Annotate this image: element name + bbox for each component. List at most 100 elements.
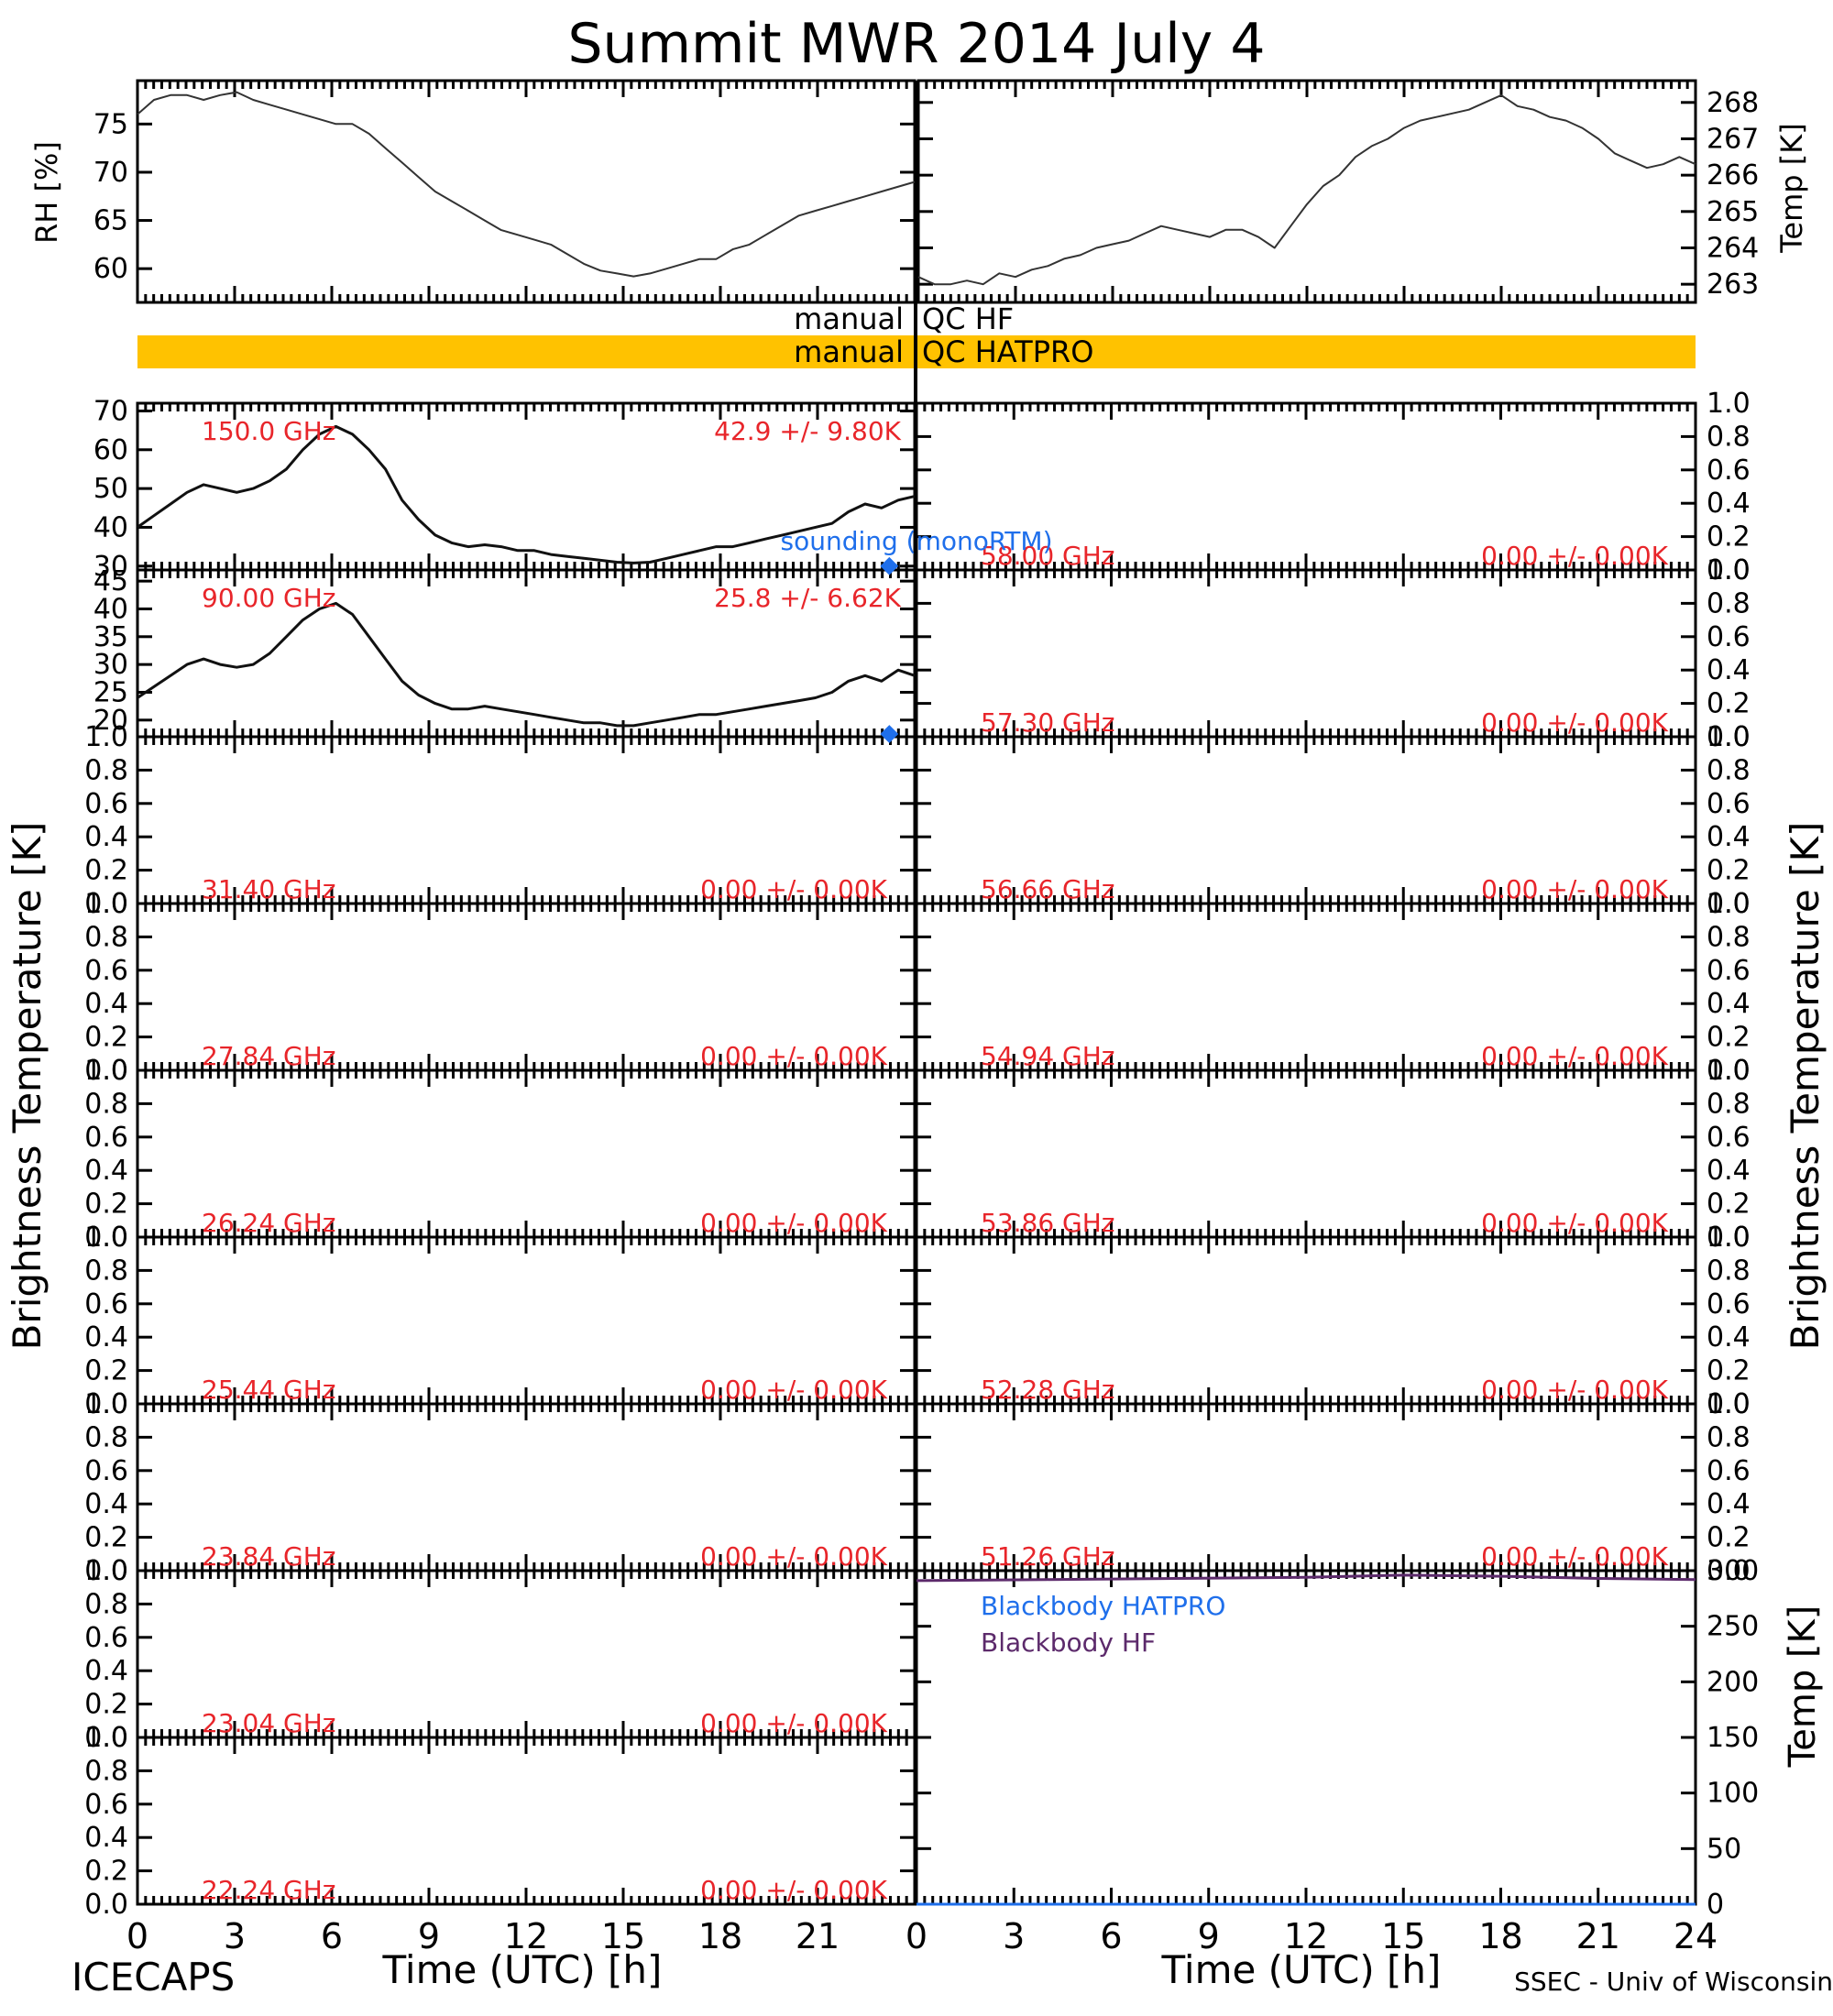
tb-23.84-panel-ytick-label: 1.0 [84, 1388, 128, 1420]
rh-series [137, 91, 916, 278]
qc-hatpro-label-a: manual [794, 334, 904, 369]
tb-56.66-stats-label: 0.00 +/- 0.00K [1481, 874, 1668, 904]
y-axis-label-temp: Temp [K] [1774, 123, 1809, 253]
blackbody-hf-series [916, 1573, 1696, 1583]
tb-27.84-panel-ytick-label: 0.0 [84, 1055, 128, 1087]
tb-52.28-freq-label: 52.28 GHz [981, 1375, 1115, 1405]
tb-58.00-panel-ytick-label: 0.4 [1707, 488, 1751, 520]
tb-90-series [137, 601, 916, 728]
tb-51.26-panel-ytick-label: 0.0 [1707, 1555, 1751, 1587]
tb-57.30-freq-label: 57.30 GHz [981, 707, 1115, 738]
qc-hf-label-a: manual [794, 301, 904, 336]
x-axis-label-left: Time (UTC) [h] [382, 1947, 663, 1992]
tb-23.84-panel-ytick-label: 0.4 [84, 1488, 128, 1520]
tb-51.26-freq-label: 51.26 GHz [981, 1541, 1115, 1572]
x-tick-label-right: 6 [1100, 1916, 1122, 1956]
tb-90-panel-ytick-label: 40 [93, 593, 128, 625]
tb-150-series [137, 424, 916, 564]
tb-57.30-stats-label: 0.00 +/- 0.00K [1481, 707, 1668, 738]
tb-26.24-stats-label: 0.00 +/- 0.00K [700, 1208, 887, 1238]
temp-panel-ytick-label: 268 [1707, 87, 1759, 119]
tb-56.66-panel-ytick-label: 0.8 [1707, 754, 1751, 786]
tb-25.44-panel-ytick-label: 0.6 [84, 1288, 128, 1320]
tb-150-freq-label: 150.0 GHz [202, 416, 336, 446]
tb-52.28-stats-label: 0.00 +/- 0.00K [1481, 1375, 1668, 1405]
tb-23.84-panel-ytick-label: 0.2 [84, 1522, 128, 1554]
x-axis-label-right: Time (UTC) [h] [1161, 1947, 1442, 1992]
tb-53.86-panel-ytick-label: 0.0 [1707, 1222, 1751, 1254]
tb-22.24-panel-ytick-label: 1.0 [84, 1722, 128, 1754]
y-axis-label-brightness-left: Brightness Temperature [K] [5, 822, 49, 1351]
tb-53.86-panel-ytick-label: 0.2 [1707, 1189, 1751, 1221]
tb-57.30-panel-ytick-label: 1.0 [1707, 554, 1751, 586]
tb-150-panel-ytick-label: 70 [93, 395, 128, 427]
tb-51.26-panel-ytick-label: 0.8 [1707, 1421, 1751, 1453]
tb-54.94-panel-ytick-label: 0.2 [1707, 1022, 1751, 1054]
rh-panel-ytick-label: 60 [93, 253, 128, 285]
tb-26.24-panel-ytick-label: 0.0 [84, 1222, 128, 1254]
tb-23.84-panel-ytick-label: 0.0 [84, 1555, 128, 1587]
tb-53.86-stats-label: 0.00 +/- 0.00K [1481, 1208, 1668, 1238]
footer-right: SSEC - Univ of Wisconsin [1514, 1967, 1833, 1997]
tb-57.30-panel-ytick-label: 0.0 [1707, 721, 1751, 753]
tb-51.26-panel-ytick-label: 0.4 [1707, 1488, 1751, 1520]
blackbody-panel-ytick-label: 0 [1707, 1889, 1724, 1921]
tb-22.24-stats-label: 0.00 +/- 0.00K [700, 1875, 887, 1905]
tb-58.00-panel-ytick-label: 0.6 [1707, 455, 1751, 487]
temp-panel-ytick-label: 263 [1707, 268, 1759, 301]
tb-53.86-panel-ytick-label: 1.0 [1707, 1055, 1751, 1087]
tb-58.00-panel-ytick-label: 1.0 [1707, 388, 1751, 420]
tb-90-panel-ytick-label: 25 [93, 676, 128, 708]
tb-58.00-panel-ytick-label: 0.0 [1707, 554, 1751, 586]
x-tick-label-right: 18 [1478, 1916, 1522, 1956]
rh-panel-ytick-label: 65 [93, 205, 128, 237]
tb-31.40-panel-ytick-label: 0.0 [84, 888, 128, 920]
x-tick-label-left: 9 [418, 1916, 440, 1956]
tb-52.28-panel-ytick-label: 1.0 [1707, 1222, 1751, 1254]
tb-23.04-panel-ytick-label: 0.0 [84, 1722, 128, 1754]
tb-23.04-panel-ytick-label: 0.4 [84, 1655, 128, 1687]
x-tick-label-left: 3 [224, 1916, 246, 1956]
tb-54.94-panel-ytick-label: 0.4 [1707, 988, 1751, 1020]
tb-90-stats-label: 25.8 +/- 6.62K [714, 583, 901, 613]
tb-25.44-panel-ytick-label: 0.4 [84, 1321, 128, 1353]
tb-23.04-stats-label: 0.00 +/- 0.00K [700, 1708, 887, 1738]
tb-22.24-panel-ytick-label: 0.4 [84, 1822, 128, 1854]
tb-51.26-panel-ytick-label: 0.2 [1707, 1522, 1751, 1554]
tb-53.86-panel-ytick-label: 0.8 [1707, 1088, 1751, 1120]
tb-25.44-panel-ytick-label: 1.0 [84, 1222, 128, 1254]
legend-blackbody-hf: Blackbody HF [981, 1627, 1156, 1658]
tb-31.40-panel-ytick-label: 0.8 [84, 754, 128, 786]
tb-58.00-panel-ytick-label: 0.8 [1707, 421, 1751, 453]
temp-panel-ytick-label: 265 [1707, 196, 1759, 228]
tb-26.24-panel-ytick-label: 0.8 [84, 1088, 128, 1120]
blackbody-panel-ytick-label: 300 [1707, 1555, 1759, 1587]
tb-23.84-panel-ytick-label: 0.6 [84, 1455, 128, 1487]
tb-31.40-stats-label: 0.00 +/- 0.00K [700, 874, 887, 904]
qc-hatpro-label-b: QC HATPRO [922, 334, 1093, 369]
tb-54.94-panel-ytick-label: 0.8 [1707, 921, 1751, 953]
tb-90-panel-ytick-label: 30 [93, 649, 128, 681]
tb-150-panel-ytick-label: 60 [93, 434, 128, 466]
tb-51.26-panel-ytick-label: 1.0 [1707, 1388, 1751, 1420]
tb-22.24-panel-ytick-label: 0.8 [84, 1755, 128, 1787]
temp-panel-ytick-label: 266 [1707, 159, 1759, 192]
tb-57.30-panel-ytick-label: 0.6 [1707, 621, 1751, 653]
legend-blackbody-hatpro: Blackbody HATPRO [981, 1591, 1225, 1621]
tb-54.94-panel-ytick-label: 0.0 [1707, 1055, 1751, 1087]
tb-90-sounding-marker [880, 725, 899, 743]
tb-23.84-stats-label: 0.00 +/- 0.00K [700, 1541, 887, 1572]
tb-25.44-panel-ytick-label: 0.8 [84, 1255, 128, 1287]
tb-52.28-panel-ytick-label: 0.2 [1707, 1355, 1751, 1387]
qc-hf-label-b: QC HF [922, 301, 1014, 336]
x-tick-label-left: 21 [796, 1916, 840, 1956]
tb-23.04-panel-ytick-label: 1.0 [84, 1555, 128, 1587]
tb-52.28-panel-ytick-label: 0.4 [1707, 1321, 1751, 1353]
tb-150-panel-ytick-label: 50 [93, 473, 128, 505]
rh-panel-ytick-label: 70 [93, 157, 128, 189]
tb-54.94-panel-ytick-label: 1.0 [1707, 888, 1751, 920]
tb-23.84-panel-ytick-label: 0.8 [84, 1421, 128, 1453]
x-tick-label-left: 0 [126, 1916, 148, 1956]
tb-27.84-stats-label: 0.00 +/- 0.00K [700, 1041, 887, 1071]
